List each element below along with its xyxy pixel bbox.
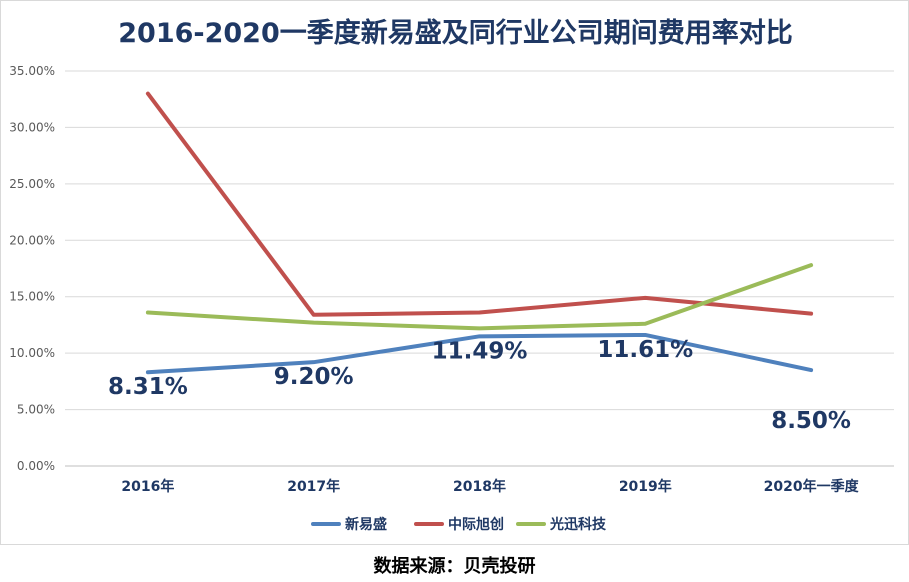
y-tick-label: 10.00% (9, 346, 55, 360)
y-tick-label: 5.00% (17, 403, 55, 417)
x-tick-label: 2019年 (619, 478, 672, 495)
grid-lines (65, 70, 894, 467)
series-lines (145, 91, 814, 375)
legend-label: 新易盛 (345, 516, 387, 533)
legend: 新易盛 中际旭创 光迅科技 (311, 516, 607, 533)
y-tick-label: 0.00% (17, 459, 55, 473)
y-tick-label: 25.00% (9, 177, 55, 191)
source-note: 数据来源：贝壳投研 (373, 556, 536, 577)
x-tick-label: 2020年一季度 (764, 478, 860, 495)
x-tick-label: 2017年 (287, 478, 340, 495)
chart-frame: 2016-2020一季度新易盛及同行业公司期间费用率对比 0.00% 5.00% 1… (0, 0, 909, 545)
legend-label: 光迅科技 (549, 516, 607, 533)
y-axis-ticks: 0.00% 5.00% 10.00% 15.00% 20.00% 25.00% 30.00%… (9, 64, 55, 473)
data-label: 9.20% (274, 364, 354, 390)
x-tick-label: 2016年 (121, 478, 174, 495)
data-label: 11.49% (432, 338, 528, 364)
data-label: 8.31% (108, 374, 188, 400)
legend-label: 中际旭创 (448, 516, 504, 533)
data-label: 8.50% (771, 408, 851, 434)
chart-title: 2016-2020一季度新易盛及同行业公司期间费用率对比 (118, 18, 793, 49)
y-tick-label: 30.00% (9, 120, 55, 134)
series-line-1 (145, 91, 814, 317)
x-axis-ticks: 2016年 2017年 2018年 2019年 2020年一季度 (121, 478, 859, 495)
series-line-0 (145, 332, 814, 375)
y-tick-label: 20.00% (9, 233, 55, 247)
x-tick-label: 2018年 (453, 478, 506, 495)
y-tick-label: 35.00% (9, 64, 55, 78)
data-labels: 8.31% 9.20% 11.49% 11.61% 8.50% (108, 337, 851, 434)
series-line-2 (145, 263, 814, 331)
line-chart: 0.00% 5.00% 10.00% 15.00% 20.00% 25.00% 30.00%… (9, 64, 894, 533)
data-label: 11.61% (597, 337, 693, 363)
y-tick-label: 15.00% (9, 290, 55, 304)
